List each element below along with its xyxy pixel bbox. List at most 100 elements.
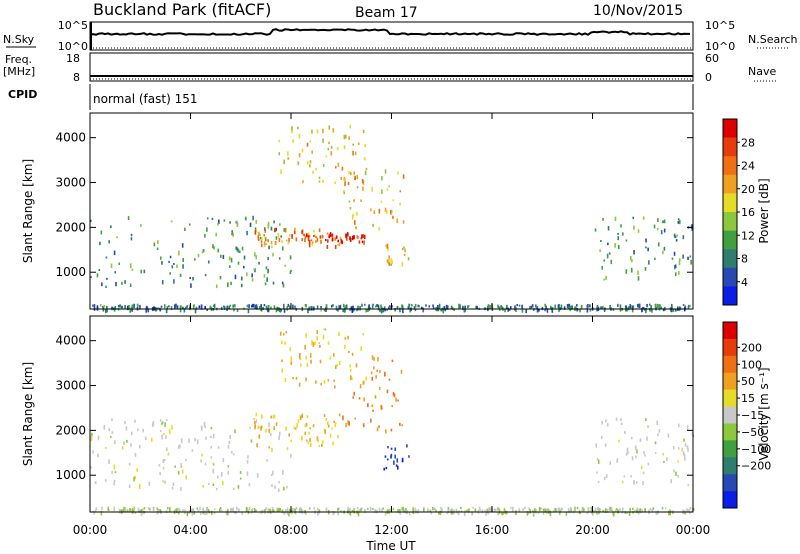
- echo-cell: [538, 308, 540, 312]
- echo-cell: [625, 269, 628, 274]
- echo-cell: [607, 242, 609, 246]
- echo-cell: [94, 509, 97, 513]
- echo-cell: [646, 303, 648, 308]
- echo-cell: [364, 508, 366, 514]
- echo-cell: [181, 243, 184, 248]
- echo-cell: [273, 305, 276, 308]
- echo-cell: [360, 199, 362, 202]
- echo-cell: [92, 450, 94, 454]
- echo-cell: [594, 507, 597, 513]
- echo-cell: [361, 240, 364, 244]
- echo-cell: [157, 240, 159, 244]
- velocity-echoes: [90, 328, 695, 517]
- echo-cell: [615, 509, 617, 513]
- echo-cell: [305, 439, 308, 442]
- echo-cell: [186, 305, 188, 309]
- echo-cell: [354, 177, 356, 181]
- echo-cell: [165, 308, 168, 314]
- echo-cell: [488, 507, 491, 513]
- echo-cell: [507, 307, 510, 312]
- echo-cell: [236, 247, 239, 252]
- echo-cell: [227, 508, 229, 513]
- echo-cell: [621, 509, 624, 514]
- echo-cell: [387, 259, 390, 264]
- echo-cell: [183, 308, 186, 313]
- echo-cell: [256, 306, 259, 310]
- echo-cell: [372, 409, 374, 412]
- echo-cell: [484, 307, 486, 310]
- echo-cell: [331, 235, 333, 239]
- echo-cell: [318, 510, 320, 515]
- echo-cell: [276, 507, 278, 513]
- echo-cell: [177, 445, 180, 449]
- echo-ground-scatter-arc: [90, 215, 292, 289]
- echo-cell: [601, 265, 604, 270]
- echo-cell: [608, 506, 611, 511]
- echo-cell: [204, 274, 207, 277]
- echo-cell: [134, 511, 137, 514]
- echo-cell: [108, 240, 110, 244]
- echo-cell: [463, 511, 466, 517]
- echo-cell: [646, 436, 648, 441]
- echo-cell: [349, 368, 352, 372]
- echo-cell: [201, 453, 203, 457]
- echo-cell: [306, 161, 309, 165]
- echo-cell: [267, 268, 269, 274]
- echo-cell: [117, 304, 120, 308]
- echo-cell: [597, 481, 600, 484]
- echo-cell: [395, 397, 397, 402]
- echo-cell: [291, 234, 293, 239]
- echo-cell: [474, 508, 477, 513]
- echo-cell: [455, 508, 458, 513]
- echo-cell: [248, 483, 251, 487]
- echo-cell: [521, 304, 523, 310]
- echo-cell: [232, 453, 235, 456]
- echo-cell: [282, 333, 285, 336]
- echo-cell: [411, 304, 413, 307]
- echo-cell: [339, 304, 342, 310]
- echo-cell: [174, 304, 176, 309]
- velocity-colorbar-swatch: [723, 389, 737, 407]
- power-colorbar-label: Power [dB]: [757, 178, 771, 243]
- echo-cell: [307, 235, 310, 238]
- echo-cell: [601, 306, 604, 310]
- echo-cell: [678, 258, 681, 262]
- echo-cell: [486, 508, 489, 514]
- echo-cell: [267, 257, 269, 261]
- echo-cell: [645, 308, 647, 314]
- echo-cell: [341, 166, 344, 171]
- echo-cell: [129, 308, 131, 313]
- echo-cell: [620, 224, 622, 228]
- echo-cell: [188, 438, 190, 443]
- echo-cell: [179, 444, 181, 448]
- echo-cell: [429, 509, 432, 512]
- echo-cell: [529, 306, 531, 310]
- echo-cell: [586, 511, 589, 515]
- echo-cell: [428, 305, 431, 308]
- echo-cell: [157, 307, 159, 310]
- echo-cell: [414, 507, 417, 512]
- echo-cell: [270, 226, 273, 231]
- echo-cell: [279, 331, 282, 336]
- echo-cell: [239, 477, 242, 480]
- echo-cell: [654, 303, 657, 308]
- echo-cell: [179, 307, 182, 313]
- echo-cell: [172, 482, 175, 487]
- power-ylabel: Slant Range [km]: [21, 159, 35, 263]
- echo-cell: [559, 509, 561, 513]
- echo-cell: [379, 308, 381, 312]
- echo-cell: [299, 415, 302, 421]
- echo-cell: [196, 507, 199, 510]
- echo-cell: [371, 404, 374, 408]
- echo-cell: [385, 209, 388, 215]
- echo-cell: [265, 266, 268, 270]
- echo-cell: [349, 511, 352, 516]
- echo-cell: [118, 262, 121, 265]
- echo-cell: [435, 509, 437, 513]
- echo-cell: [397, 399, 399, 402]
- echo-cell: [222, 305, 225, 308]
- echo-cell: [626, 511, 628, 515]
- echo-cell: [501, 511, 503, 516]
- echo-cell: [673, 251, 676, 256]
- echo-cell: [347, 420, 349, 425]
